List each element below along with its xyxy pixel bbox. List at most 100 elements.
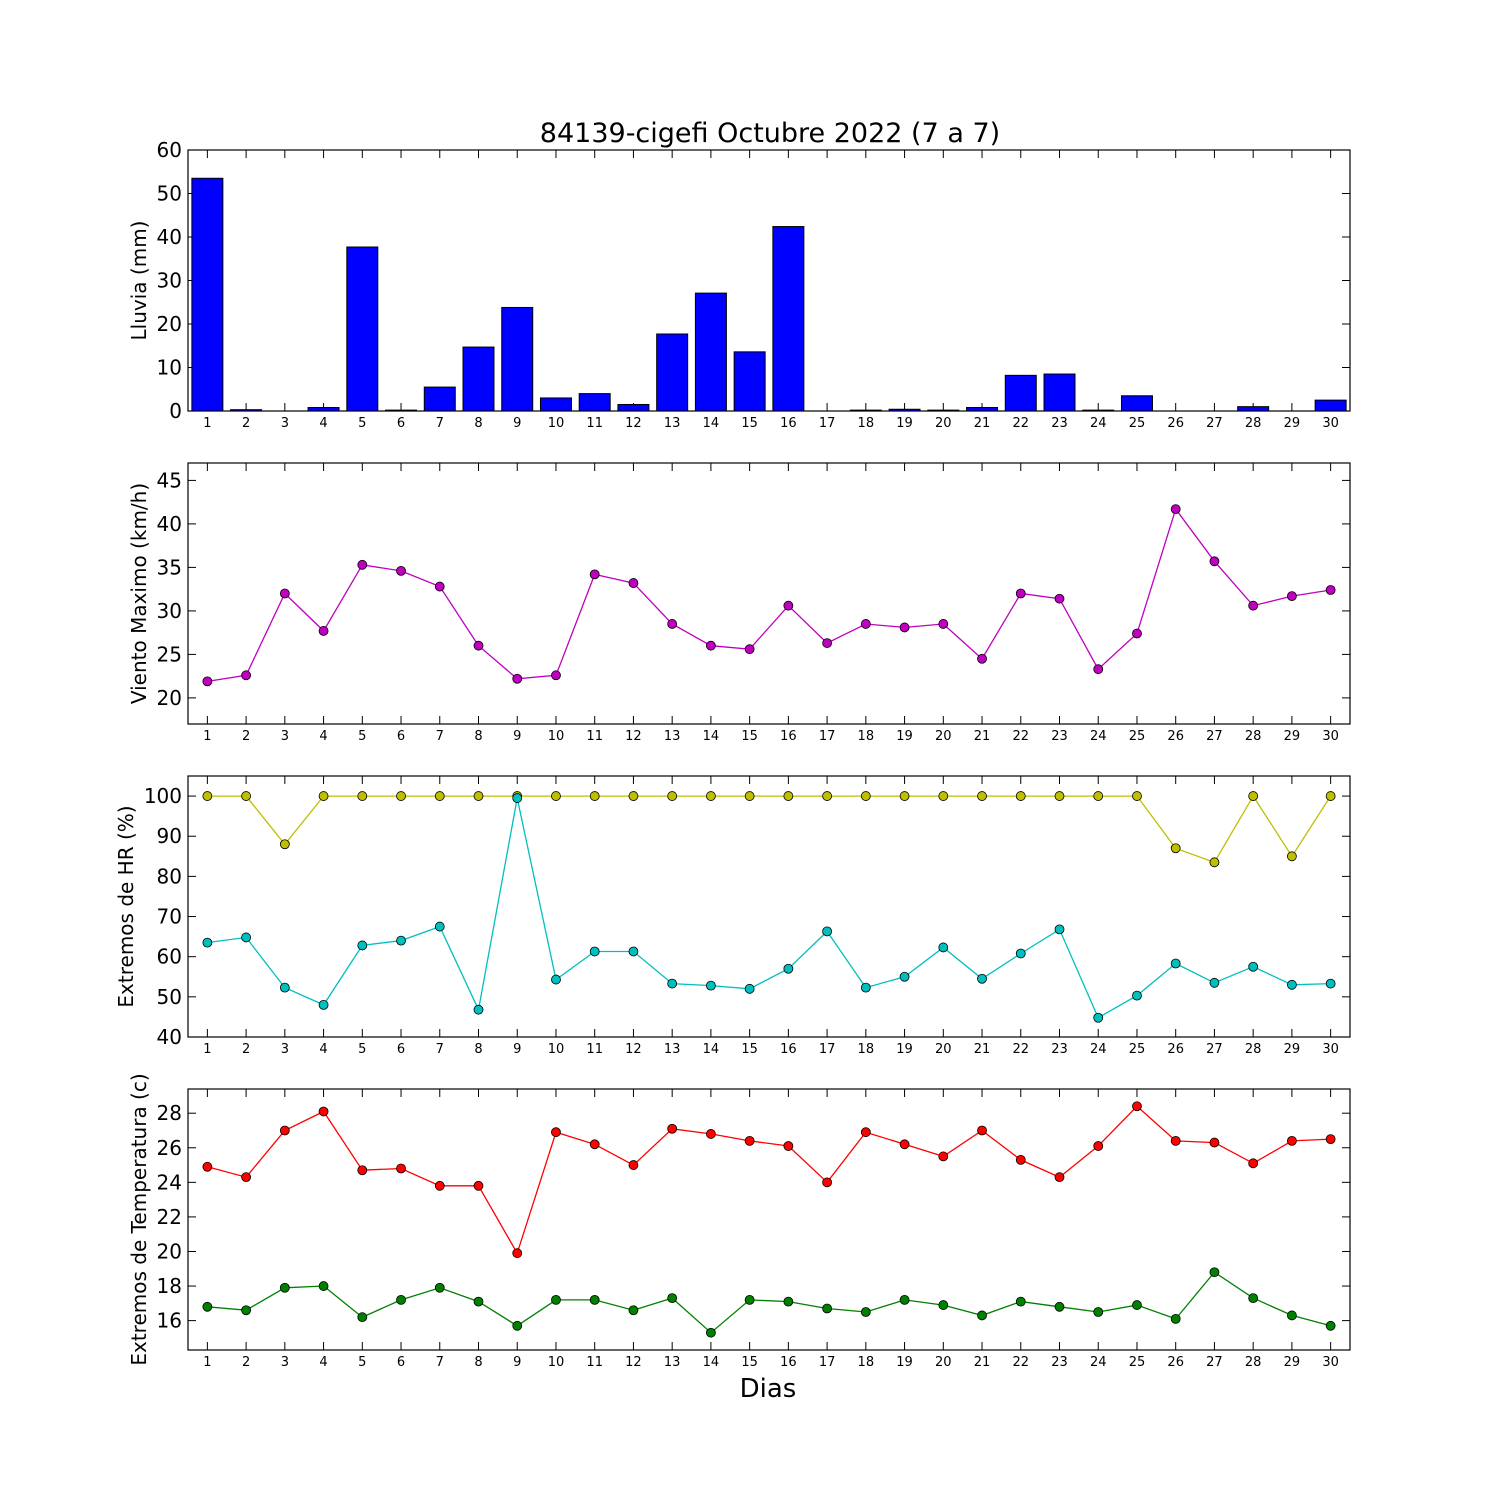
point-s1-day-18 — [860, 1127, 871, 1138]
y-tick-label: 35 — [157, 555, 182, 579]
y-tick-label: 20 — [157, 1239, 182, 1263]
x-tick-label: 9 — [513, 1355, 521, 1370]
x-tick-label: 23 — [1051, 416, 1068, 431]
x-tick-label: 6 — [397, 416, 405, 431]
x-tick-label: 1 — [203, 1042, 211, 1057]
bar-day-19 — [888, 408, 921, 412]
x-tick-label: 4 — [319, 1042, 327, 1057]
point-s1-day-5 — [357, 791, 368, 801]
point-s1-day-6 — [396, 791, 406, 801]
x-tick-label: 10 — [548, 416, 565, 431]
point-s2-day-6 — [396, 1294, 406, 1305]
point-s1-day-26 — [1170, 843, 1181, 854]
y-tick-label: 18 — [157, 1274, 182, 1298]
point-s1-day-17 — [822, 1177, 832, 1188]
point-s2-day-1 — [202, 1301, 213, 1312]
point-s1-day-24 — [1093, 791, 1104, 801]
bar-day-10 — [539, 397, 572, 412]
x-tick-label: 8 — [474, 1042, 482, 1057]
point-s1-day-12 — [628, 791, 639, 801]
point-s2-day-5 — [357, 940, 368, 951]
point-s1-day-16 — [783, 791, 794, 801]
point-s2-day-23 — [1054, 1301, 1065, 1312]
point-s1-day-20 — [938, 1151, 949, 1162]
point-s2-day-15 — [744, 983, 755, 994]
point-s1-day-16 — [783, 1141, 794, 1151]
point-s2-day-8 — [473, 1296, 484, 1307]
x-tick-label: 30 — [1322, 1042, 1339, 1057]
point-s1-day-9 — [512, 1248, 523, 1259]
point-s2-day-18 — [860, 1307, 871, 1317]
point-s1-day-11 — [589, 791, 600, 801]
x-tick-label: 17 — [819, 1355, 836, 1370]
x-tick-label: 4 — [319, 416, 327, 431]
x-tick-label: 20 — [935, 416, 952, 431]
x-tick-label: 29 — [1284, 1042, 1301, 1057]
x-tick-label: 16 — [780, 1355, 797, 1370]
x-tick-label: 28 — [1245, 1355, 1262, 1370]
point-s1-day-20 — [938, 619, 949, 629]
x-tick-label: 22 — [1012, 729, 1029, 744]
point-s1-day-28 — [1248, 600, 1259, 611]
point-s1-day-4 — [318, 1106, 329, 1117]
x-tick-label: 8 — [474, 729, 482, 744]
x-tick-label: 18 — [858, 729, 875, 744]
x-tick-label: 14 — [703, 1042, 720, 1057]
point-s2-day-20 — [938, 942, 949, 953]
point-s1-day-6 — [396, 565, 406, 576]
plot-frame — [187, 775, 1351, 1038]
x-tick-label: 6 — [397, 1042, 405, 1057]
point-s1-day-1 — [202, 791, 213, 801]
x-tick-label: 12 — [625, 1355, 642, 1370]
point-s2-day-5 — [357, 1312, 368, 1323]
point-s1-day-14 — [706, 791, 716, 801]
series-line-2 — [207, 797, 1331, 1019]
point-s1-day-7 — [434, 581, 445, 592]
point-s1-day-27 — [1209, 1137, 1220, 1148]
point-s1-day-15 — [744, 644, 755, 655]
x-tick-label: 3 — [281, 1042, 289, 1057]
x-tick-label: 30 — [1322, 729, 1339, 744]
x-tick-label: 21 — [974, 1042, 991, 1057]
point-s1-day-29 — [1287, 1135, 1297, 1146]
y-axis-label: Extremos de Temperatura (c) — [127, 1073, 151, 1365]
x-tick-label: 8 — [474, 1355, 482, 1370]
x-tick-label: 29 — [1284, 729, 1301, 744]
bar-day-9 — [501, 306, 534, 412]
x-tick-label: 5 — [358, 1042, 366, 1057]
x-tick-label: 28 — [1245, 416, 1262, 431]
x-tick-label: 11 — [586, 1355, 603, 1370]
point-s2-day-1 — [202, 937, 213, 948]
point-s2-day-9 — [512, 1320, 523, 1331]
y-tick-label: 40 — [157, 225, 182, 249]
point-s2-day-16 — [783, 963, 794, 974]
point-s2-day-12 — [628, 946, 639, 957]
x-tick-label: 12 — [625, 1042, 642, 1057]
point-s1-day-21 — [977, 791, 987, 801]
point-s1-day-17 — [822, 638, 832, 648]
point-s1-day-15 — [744, 1135, 755, 1146]
x-tick-label: 3 — [281, 416, 289, 431]
point-s1-day-19 — [899, 791, 910, 801]
x-tick-label: 25 — [1129, 1355, 1146, 1370]
x-tick-label: 7 — [436, 1355, 444, 1370]
bar-day-24 — [1082, 409, 1115, 412]
x-tick-label: 8 — [474, 416, 482, 431]
bar-day-28 — [1237, 406, 1270, 412]
y-tick-label: 60 — [157, 138, 182, 162]
point-s1-day-16 — [783, 600, 794, 611]
y-tick-label: 30 — [157, 269, 182, 293]
point-s1-day-8 — [473, 1180, 484, 1191]
y-axis-label: Viento Maximo (km/h) — [127, 483, 151, 704]
point-s2-day-10 — [551, 974, 561, 985]
point-s1-day-22 — [1015, 791, 1026, 801]
point-s1-day-27 — [1209, 556, 1220, 567]
x-tick-label: 22 — [1012, 1355, 1029, 1370]
x-tick-label: 27 — [1206, 1042, 1223, 1057]
y-tick-label: 22 — [157, 1205, 182, 1229]
series-line-1 — [207, 794, 1332, 864]
point-s1-day-10 — [551, 1127, 561, 1138]
point-s1-day-26 — [1170, 1135, 1181, 1146]
